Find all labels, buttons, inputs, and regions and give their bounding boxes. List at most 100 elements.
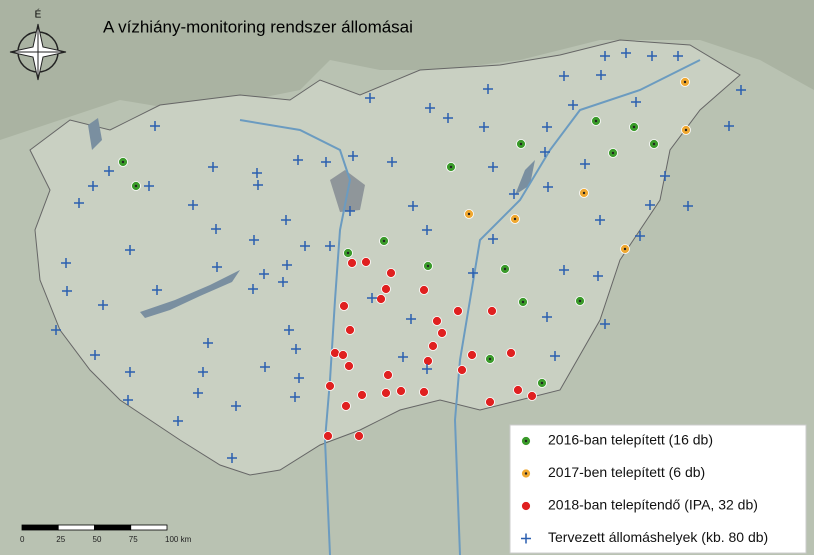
- station-dot: [467, 350, 477, 360]
- scale-label: 50: [93, 535, 102, 544]
- scale-segment: [130, 524, 168, 531]
- station-dot: [347, 258, 357, 268]
- station-cross: [645, 200, 655, 210]
- country-outline: [29, 39, 741, 476]
- station-cross: [600, 319, 610, 329]
- scale-bar: 0 25 50 75 100 km: [20, 524, 192, 544]
- station-cross: [98, 300, 108, 310]
- scale-label: 75: [129, 535, 138, 544]
- station-cross: [736, 85, 746, 95]
- station-cross: [253, 180, 263, 190]
- lake-ferto: [88, 118, 102, 150]
- station-cross: [479, 122, 489, 132]
- station-cross: [74, 198, 84, 208]
- station-dot-center: [488, 357, 492, 361]
- station-dot-center: [594, 119, 598, 123]
- station-cross: [51, 325, 61, 335]
- station-cross: [281, 215, 291, 225]
- station-dot-center: [582, 191, 586, 195]
- station-dot: [396, 386, 406, 396]
- station-cross: [212, 262, 222, 272]
- station-dot-center: [524, 439, 528, 443]
- station-dot: [323, 431, 333, 441]
- station-cross: [509, 189, 519, 199]
- station-cross: [88, 181, 98, 191]
- station-cross: [635, 231, 645, 241]
- station-dot: [457, 365, 467, 375]
- station-cross: [540, 147, 550, 157]
- scale-segment: [94, 524, 132, 531]
- station-cross: [683, 201, 693, 211]
- legend-box: [509, 424, 807, 554]
- river-tisza: [453, 59, 701, 555]
- station-cross: [227, 453, 237, 463]
- station-cross: [543, 182, 553, 192]
- station-cross: [425, 103, 435, 113]
- station-dot: [383, 370, 393, 380]
- map-title: A vízhiány-monitoring rendszer állomásai: [103, 17, 413, 36]
- station-cross: [559, 71, 569, 81]
- station-cross: [724, 121, 734, 131]
- station-cross: [647, 51, 657, 61]
- lake-balaton: [140, 270, 240, 318]
- station-cross: [595, 215, 605, 225]
- station-dot: [386, 268, 396, 278]
- scale-segment: [57, 524, 95, 531]
- station-dot: [344, 361, 354, 371]
- station-cross: [208, 162, 218, 172]
- station-dot: [506, 348, 516, 358]
- station-cross: [593, 271, 603, 281]
- station-cross: [248, 284, 258, 294]
- station-cross: [188, 200, 198, 210]
- station-dot: [330, 348, 340, 358]
- station-cross: [278, 277, 288, 287]
- legend-label: 2017-ben telepített (6 db): [548, 464, 705, 480]
- station-cross: [282, 260, 292, 270]
- station-cross: [468, 268, 478, 278]
- station-dot: [527, 391, 537, 401]
- station-dot-center: [382, 239, 386, 243]
- station-dot: [423, 356, 433, 366]
- station-cross: [152, 285, 162, 295]
- station-dot-center: [519, 142, 523, 146]
- station-cross: [580, 159, 590, 169]
- station-cross: [284, 325, 294, 335]
- station-dot-center: [611, 151, 615, 155]
- station-cross: [521, 533, 531, 544]
- station-dot: [354, 431, 364, 441]
- station-cross: [290, 392, 300, 402]
- station-cross: [367, 293, 377, 303]
- station-cross: [144, 181, 154, 191]
- station-dot: [453, 306, 463, 316]
- station-dot-center: [449, 165, 453, 169]
- station-cross: [673, 51, 683, 61]
- lake-tisza: [515, 160, 535, 195]
- station-cross: [123, 395, 133, 405]
- station-dot-center: [684, 128, 688, 132]
- station-dot: [419, 285, 429, 295]
- station-cross: [406, 314, 416, 324]
- station-cross: [104, 166, 114, 176]
- station-cross: [125, 245, 135, 255]
- station-dot: [357, 390, 367, 400]
- station-dot: [381, 388, 391, 398]
- station-cross: [252, 168, 262, 178]
- station-cross: [542, 122, 552, 132]
- station-cross: [568, 100, 578, 110]
- station-dot-center: [652, 142, 656, 146]
- legend: 2016-ban telepített (16 db) 2017-ben tele…: [521, 432, 768, 545]
- station-dot-center: [134, 184, 138, 188]
- compass-label: É: [35, 8, 42, 21]
- station-dot-center: [467, 212, 471, 216]
- station-cross: [422, 364, 432, 374]
- legend-label: 2016-ban telepített (16 db): [548, 432, 713, 448]
- station-cross: [443, 113, 453, 123]
- station-cross: [660, 171, 670, 181]
- station-cross: [596, 70, 606, 80]
- station-cross: [488, 234, 498, 244]
- station-cross: [203, 338, 213, 348]
- legend-label: Tervezett állomáshelyek (kb. 80 db): [548, 529, 768, 545]
- station-dot: [338, 350, 348, 360]
- station-cross: [365, 93, 375, 103]
- station-cross: [198, 367, 208, 377]
